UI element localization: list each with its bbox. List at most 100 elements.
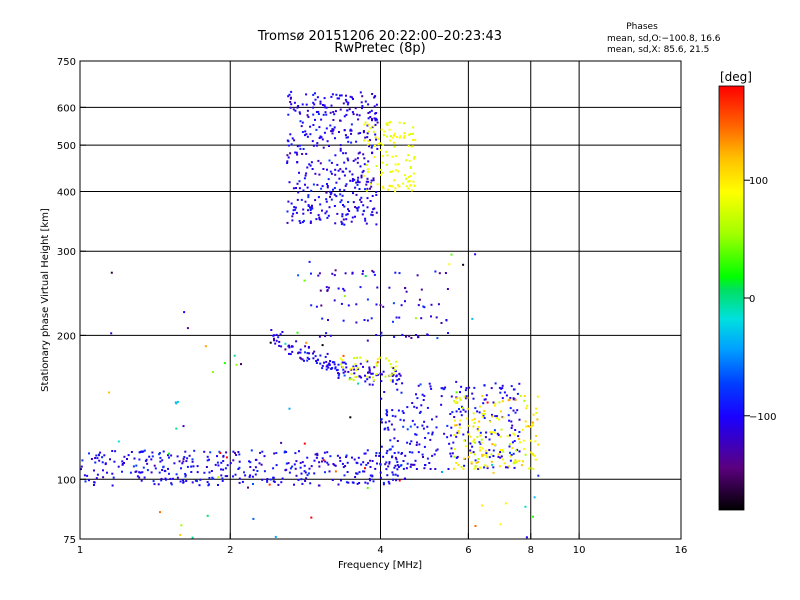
echo-point — [226, 464, 229, 467]
echo-point — [159, 511, 161, 514]
echo-point — [477, 429, 480, 432]
echo-point — [472, 397, 475, 400]
echo-point — [297, 351, 300, 354]
echo-point — [292, 212, 295, 215]
echo-point — [297, 479, 300, 481]
echo-point — [431, 454, 434, 457]
x-tick-label: 8 — [528, 545, 534, 556]
echo-point — [206, 459, 209, 462]
echo-point — [526, 404, 529, 407]
echo-point — [328, 190, 331, 193]
echo-point — [450, 426, 453, 429]
echo-point — [491, 415, 494, 418]
echo-point — [375, 194, 378, 196]
echo-point — [415, 406, 418, 409]
echo-point — [303, 442, 306, 445]
echo-point — [117, 440, 120, 443]
echo-point — [326, 461, 329, 464]
echo-point — [382, 483, 385, 486]
echo-point — [368, 383, 371, 386]
echo-point — [366, 136, 369, 139]
echo-point — [361, 213, 364, 216]
echo-point — [216, 461, 219, 464]
echo-point — [370, 109, 373, 112]
echo-point — [205, 466, 208, 468]
echo-point — [431, 433, 434, 436]
echo-point — [352, 379, 355, 382]
echo-point — [395, 458, 398, 461]
echo-point — [369, 139, 371, 142]
echo-point — [394, 271, 397, 274]
echo-point — [483, 410, 486, 412]
echo-point — [366, 132, 369, 135]
echo-point — [510, 454, 513, 456]
echo-point — [292, 187, 295, 190]
echo-point — [388, 462, 391, 465]
echo-point — [340, 220, 343, 223]
echo-point — [326, 185, 329, 187]
echo-point — [312, 106, 315, 109]
echo-point — [414, 459, 417, 462]
echo-point — [347, 136, 349, 139]
echo-point — [455, 462, 458, 464]
echo-point — [341, 213, 344, 216]
echo-point — [412, 138, 414, 141]
echo-point — [343, 161, 346, 164]
echo-point — [507, 399, 510, 402]
echo-point — [350, 123, 353, 126]
echo-point — [350, 220, 353, 223]
echo-point — [472, 451, 475, 454]
echo-point — [488, 420, 491, 423]
echo-point — [514, 398, 517, 401]
echo-point — [383, 130, 386, 133]
echo-point — [186, 327, 189, 330]
echo-point — [420, 288, 423, 291]
echo-point — [369, 474, 372, 477]
echo-point — [409, 175, 412, 178]
echo-point — [142, 466, 145, 469]
echo-point — [308, 358, 311, 360]
echo-point — [291, 345, 293, 348]
echo-point — [392, 320, 394, 323]
echo-point — [488, 449, 491, 451]
echo-point — [457, 430, 460, 432]
echo-point — [394, 415, 397, 418]
echo-point — [347, 481, 350, 484]
echo-point — [392, 141, 395, 144]
echo-point — [391, 136, 394, 139]
echo-point — [366, 339, 369, 342]
echo-point — [330, 161, 333, 164]
echo-point — [203, 471, 206, 474]
echo-point — [480, 441, 483, 444]
echo-point — [139, 471, 142, 474]
echo-point — [339, 119, 342, 122]
echo-point — [441, 387, 444, 390]
echo-point — [126, 458, 128, 460]
echo-point — [511, 424, 514, 427]
echo-point — [405, 290, 408, 293]
echo-point — [376, 462, 378, 465]
echo-point — [359, 132, 362, 134]
echo-point — [502, 458, 504, 461]
echo-point — [340, 223, 343, 226]
echo-point — [207, 484, 210, 487]
echo-point — [375, 454, 377, 457]
echo-point — [93, 469, 95, 472]
echo-point — [285, 451, 288, 453]
echo-point — [410, 167, 412, 169]
echo-point — [99, 451, 102, 454]
echo-point — [151, 451, 154, 454]
y-tick-label: 75 — [63, 535, 76, 546]
echo-point — [287, 345, 290, 348]
echo-point — [501, 384, 504, 387]
echo-point — [345, 167, 348, 170]
echo-point — [343, 129, 346, 132]
echo-point — [393, 179, 396, 182]
echo-point — [460, 414, 463, 417]
echo-point — [333, 299, 336, 302]
echo-point — [357, 176, 360, 179]
echo-point — [479, 434, 482, 437]
echo-point — [298, 111, 301, 114]
echo-point — [184, 475, 187, 478]
